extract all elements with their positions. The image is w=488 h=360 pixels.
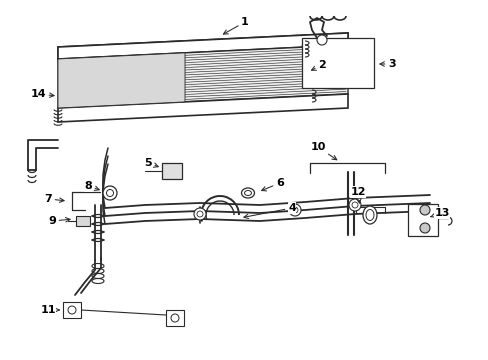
FancyBboxPatch shape bbox=[76, 216, 90, 226]
Bar bbox=[165, 310, 183, 326]
Polygon shape bbox=[58, 94, 347, 122]
Bar bbox=[162, 163, 182, 179]
Text: 9: 9 bbox=[48, 216, 70, 226]
Bar bbox=[302, 38, 373, 88]
Polygon shape bbox=[58, 45, 347, 108]
Ellipse shape bbox=[244, 190, 251, 195]
Ellipse shape bbox=[365, 210, 373, 220]
Text: 6: 6 bbox=[261, 178, 284, 191]
Text: 13: 13 bbox=[430, 208, 449, 218]
Text: 1: 1 bbox=[223, 17, 248, 34]
Circle shape bbox=[291, 207, 297, 213]
Bar bbox=[407, 204, 437, 236]
Circle shape bbox=[288, 204, 301, 216]
Text: 12: 12 bbox=[349, 187, 365, 203]
Text: 5: 5 bbox=[144, 158, 158, 168]
Ellipse shape bbox=[362, 206, 376, 224]
Text: 8: 8 bbox=[84, 181, 99, 191]
Circle shape bbox=[171, 314, 179, 322]
Circle shape bbox=[419, 223, 429, 233]
Circle shape bbox=[419, 205, 429, 215]
Circle shape bbox=[194, 208, 205, 220]
Circle shape bbox=[103, 186, 117, 200]
Circle shape bbox=[348, 199, 360, 211]
Bar bbox=[63, 302, 81, 318]
Circle shape bbox=[106, 189, 113, 197]
Ellipse shape bbox=[241, 188, 254, 198]
Text: 4: 4 bbox=[244, 203, 295, 219]
Circle shape bbox=[197, 211, 203, 217]
Text: 2: 2 bbox=[311, 60, 325, 70]
Text: 7: 7 bbox=[44, 194, 64, 204]
Text: 11: 11 bbox=[40, 305, 59, 315]
Text: 10: 10 bbox=[310, 142, 336, 160]
Circle shape bbox=[316, 35, 326, 45]
Polygon shape bbox=[58, 33, 347, 59]
Circle shape bbox=[68, 306, 76, 314]
Circle shape bbox=[351, 202, 357, 208]
Text: 3: 3 bbox=[379, 59, 395, 69]
Polygon shape bbox=[58, 53, 184, 108]
Text: 14: 14 bbox=[30, 89, 54, 99]
